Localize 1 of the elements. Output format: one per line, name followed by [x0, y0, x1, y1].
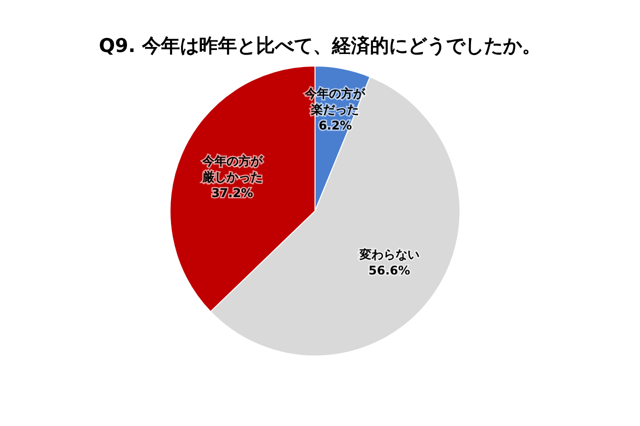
chart-title: Q9. 今年は昨年と比べて、経済的にどうでしたか。: [98, 35, 542, 57]
